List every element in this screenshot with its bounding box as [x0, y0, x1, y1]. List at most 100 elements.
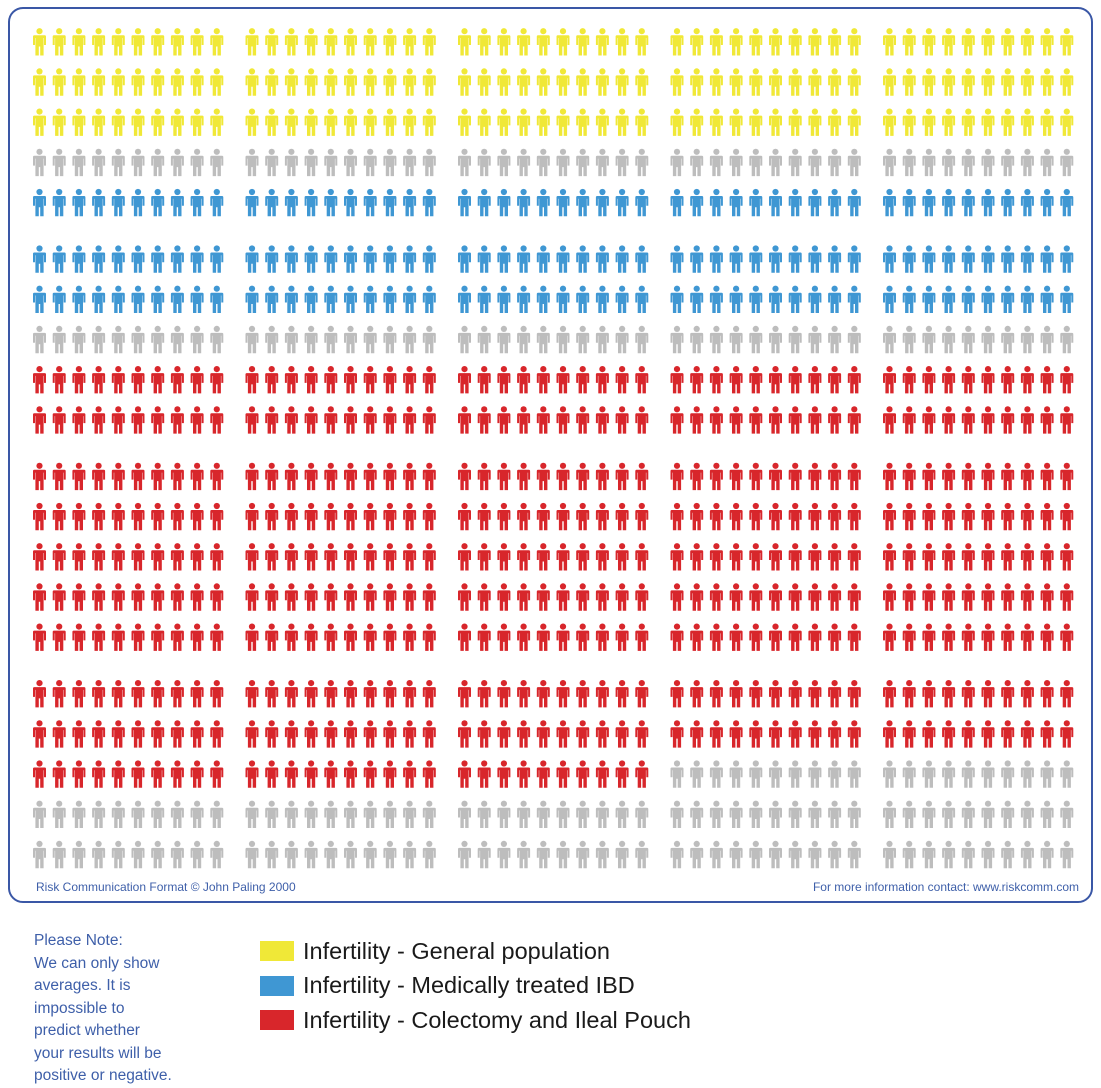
person-figure-blue — [749, 285, 763, 313]
person-figure-red — [265, 502, 279, 531]
person-figure-yellow — [595, 108, 609, 136]
person-figure-red — [635, 680, 649, 708]
person-figure-yellow — [635, 28, 649, 56]
person-figure-gray — [690, 840, 704, 869]
person-figure-red — [729, 583, 743, 611]
person-figure-blue — [828, 188, 842, 217]
person-figure-blue — [477, 285, 491, 313]
person-figure-red — [477, 680, 491, 708]
person-figure-yellow — [131, 68, 145, 96]
person-figure-blue — [363, 188, 377, 217]
person-figure-red — [883, 502, 896, 531]
person-figure-red — [324, 623, 338, 651]
person-figure-yellow — [284, 28, 298, 56]
person-figure-gray — [92, 800, 106, 828]
person-figure-gray — [690, 800, 704, 828]
person-figure-red — [383, 502, 397, 531]
person-figure-red — [131, 543, 145, 571]
person-figure-yellow — [1020, 108, 1034, 136]
person-figure-yellow — [981, 108, 995, 136]
person-figure-red — [422, 583, 436, 611]
person-figure-gray — [922, 760, 936, 788]
person-figure-red — [265, 680, 279, 708]
person-figure-gray — [635, 840, 649, 869]
person-figure-blue — [729, 285, 743, 313]
person-figure-red — [749, 623, 763, 651]
person-figure-blue — [902, 285, 916, 313]
person-figure-yellow — [363, 68, 377, 96]
note-line: Please Note: — [34, 932, 123, 949]
person-figure-gray — [902, 760, 916, 788]
person-figure-yellow — [576, 68, 590, 96]
person-figure-gray — [52, 800, 66, 828]
person-figure-red — [690, 462, 704, 491]
person-figure-red — [324, 720, 338, 748]
person-figure-yellow — [92, 108, 106, 136]
person-figure-red — [690, 583, 704, 611]
person-figure-gray — [111, 325, 125, 354]
person-figure-red — [595, 406, 609, 434]
person-figure-yellow — [556, 68, 570, 96]
person-figure-blue — [111, 188, 125, 217]
person-figure-red — [52, 502, 66, 531]
person-figure-blue — [245, 188, 259, 217]
person-figure-red — [749, 680, 763, 708]
person-figure-gray — [788, 760, 802, 788]
person-figure-red — [788, 680, 802, 708]
person-figure-red — [981, 462, 995, 491]
person-figure-red — [883, 406, 896, 434]
person-figure-yellow — [808, 28, 822, 56]
person-figure-yellow — [808, 68, 822, 96]
person-figure-red — [458, 543, 471, 571]
legend-swatch-red — [260, 1010, 294, 1031]
person-figure-red — [847, 462, 861, 491]
person-figure-blue — [170, 285, 184, 313]
person-figure-red — [808, 623, 822, 651]
figure-block — [245, 680, 436, 869]
person-figure-gray — [1020, 325, 1034, 354]
person-figure-gray — [304, 800, 318, 828]
person-figure-yellow — [961, 68, 975, 96]
person-figure-yellow — [190, 28, 204, 56]
person-figure-blue — [497, 188, 511, 217]
person-figure-red — [304, 583, 318, 611]
person-figure-gray — [265, 325, 279, 354]
person-figure-blue — [788, 188, 802, 217]
person-figure-yellow — [422, 68, 436, 96]
person-figure-red — [615, 366, 629, 394]
person-figure-yellow — [1001, 28, 1015, 56]
person-figure-red — [111, 406, 125, 434]
person-figure-red — [304, 760, 318, 788]
person-figure-blue — [576, 245, 590, 273]
person-figure-red — [363, 406, 377, 434]
person-figure-red — [556, 760, 570, 788]
person-figure-red — [497, 406, 511, 434]
person-figure-blue — [883, 285, 896, 313]
person-figure-red — [690, 680, 704, 708]
person-figure-red — [111, 680, 125, 708]
person-figure-red — [576, 583, 590, 611]
person-figure-gray — [670, 325, 684, 354]
person-figure-red — [847, 680, 861, 708]
person-figure-red — [635, 502, 649, 531]
person-figure-blue — [709, 245, 723, 273]
person-figure-red — [92, 462, 106, 491]
person-figure-blue — [981, 245, 995, 273]
person-figure-red — [769, 583, 782, 611]
person-figure-blue — [304, 285, 318, 313]
person-figure-yellow — [615, 108, 629, 136]
person-figure-red — [497, 760, 511, 788]
person-figure-red — [190, 502, 204, 531]
person-figure-red — [344, 366, 357, 394]
person-figure-blue — [304, 245, 318, 273]
person-figure-red — [111, 502, 125, 531]
person-figure-red — [383, 366, 397, 394]
figure-block — [458, 245, 649, 434]
person-figure-red — [284, 623, 298, 651]
person-figure-red — [961, 502, 975, 531]
person-figure-gray — [902, 325, 916, 354]
person-figure-red — [477, 583, 491, 611]
person-figure-red — [1060, 680, 1074, 708]
person-figure-yellow — [828, 28, 842, 56]
person-figure-red — [52, 623, 66, 651]
